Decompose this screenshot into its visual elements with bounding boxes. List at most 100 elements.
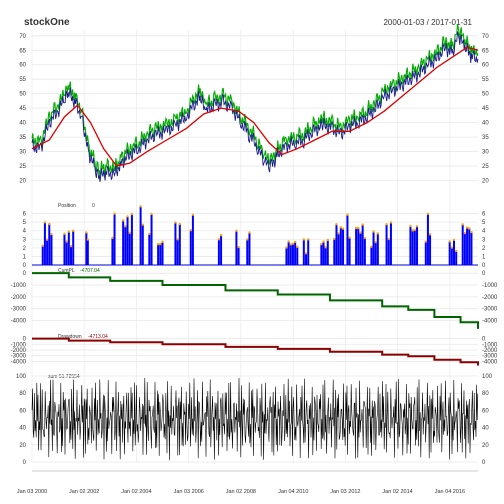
y-tick-label-right: 5: [482, 220, 486, 226]
y-tick-label-right: 70: [482, 34, 489, 40]
position-marker: [85, 231, 88, 234]
y-tick-label-left: 45: [19, 106, 26, 112]
y-tick-label-right: -2000: [482, 295, 498, 301]
position-marker: [150, 212, 153, 216]
y-tick-label-right: 2: [482, 246, 486, 252]
position-marker: [463, 231, 467, 235]
y-tick-label-right: 20: [482, 179, 489, 185]
x-tick-label: Jan 02 2014: [382, 489, 412, 495]
y-tick-label-left: -4000: [11, 359, 27, 365]
x-tick-label: Jan 04 2010: [278, 489, 308, 495]
y-tick-label-right: 60: [482, 408, 489, 414]
x-tick-label: Jan 03 2006: [174, 489, 204, 495]
y-tick-label-left: 2: [23, 246, 27, 252]
position-marker: [389, 221, 393, 224]
position-marker: [128, 231, 131, 235]
y-tick-label-left: -4000: [11, 319, 27, 325]
y-tick-label-right: 80: [482, 391, 489, 397]
position-marker: [372, 230, 375, 233]
position-marker: [454, 249, 458, 253]
position-marker: [409, 224, 412, 228]
position-marker: [45, 238, 49, 241]
position-marker: [291, 242, 295, 245]
position-marker: [148, 232, 151, 236]
position-marker: [363, 236, 367, 240]
y-tick-label-left: -1000: [11, 342, 27, 348]
position-marker: [130, 212, 134, 216]
position-marker: [468, 227, 471, 230]
position-marker: [304, 252, 308, 255]
y-tick-label-left: 60: [19, 63, 26, 69]
y-tick-label-left: 4: [23, 229, 27, 235]
position-marker: [246, 238, 249, 241]
position-marker: [341, 227, 345, 230]
position-marker: [111, 236, 114, 240]
drawdown-panel-label: Drawdown: [58, 334, 82, 340]
y-tick-label-right: 6: [482, 212, 486, 218]
y-tick-label-right: 65: [482, 48, 489, 54]
y-tick-label-right: 55: [482, 77, 489, 83]
position-marker: [293, 240, 297, 244]
sum-line: [31, 377, 479, 461]
chart-title: stockOne: [24, 17, 70, 28]
position-marker: [307, 238, 310, 241]
cumpl-panel-label: CumPL: [58, 268, 75, 274]
y-tick-label-right: 25: [482, 164, 489, 170]
position-marker: [370, 245, 373, 248]
position-marker: [326, 238, 329, 242]
y-tick-label-right: -2000: [482, 348, 498, 354]
position-marker: [296, 245, 299, 248]
y-tick-label-right: 60: [482, 63, 489, 69]
position-marker: [141, 223, 144, 226]
position-marker: [376, 232, 380, 235]
y-tick-label-right: 35: [482, 135, 489, 141]
position-marker: [72, 229, 75, 232]
position-marker: [217, 238, 221, 241]
position-marker: [121, 219, 125, 222]
y-tick-label-left: -2000: [11, 348, 27, 354]
y-tick-label-left: 40: [19, 121, 26, 127]
position-marker: [359, 231, 362, 234]
position-marker: [191, 213, 195, 216]
position-marker: [189, 229, 192, 232]
position-marker: [43, 221, 47, 224]
position-marker: [285, 246, 288, 249]
position-marker: [124, 225, 127, 228]
y-tick-label-right: 20: [482, 443, 489, 449]
y-tick-label-right: 1: [482, 254, 486, 260]
drawdown-panel-value: -4713.04: [88, 334, 108, 340]
position-marker: [470, 230, 473, 234]
y-tick-label-left: 0: [23, 460, 27, 466]
y-tick-label-left: -1000: [11, 283, 27, 289]
position-marker: [339, 226, 343, 229]
y-tick-label-left: 3: [23, 237, 27, 243]
x-tick-label: Jan 04 2016: [435, 489, 465, 495]
y-tick-label-left: -3000: [11, 354, 27, 360]
y-tick-label-right: 50: [482, 92, 489, 98]
position-marker: [337, 232, 340, 235]
position-marker: [448, 240, 451, 243]
y-tick-label-left: 60: [19, 408, 26, 414]
y-tick-label-right: -4000: [482, 359, 498, 365]
y-tick-label-left: 55: [19, 77, 26, 83]
y-tick-label-left: 0: [23, 263, 27, 269]
y-tick-label-left: 40: [19, 426, 26, 432]
y-tick-label-left: 30: [19, 150, 26, 156]
y-tick-label-right: 0: [482, 460, 486, 466]
y-tick-label-right: 30: [482, 150, 489, 156]
x-tick-label: Jan 02 2008: [226, 489, 256, 495]
position-marker: [411, 229, 414, 232]
y-tick-label-right: 40: [482, 121, 489, 127]
x-tick-label: Jan 02 2002: [69, 489, 99, 495]
y-tick-label-right: -1000: [482, 342, 498, 348]
cumpl-panel-value: -4707.04: [80, 268, 100, 274]
position-marker: [450, 246, 454, 249]
position-marker: [139, 205, 142, 208]
position-marker: [322, 240, 325, 243]
y-tick-label-left: 50: [19, 92, 26, 98]
y-tick-label-left: 70: [19, 34, 26, 40]
position-marker: [248, 231, 251, 234]
position-marker: [63, 232, 66, 235]
position-panel-label: Position: [58, 203, 76, 209]
y-tick-label-left: 100: [16, 374, 27, 380]
